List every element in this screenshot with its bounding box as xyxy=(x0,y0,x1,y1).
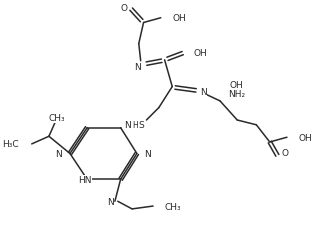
Text: O: O xyxy=(121,4,128,13)
Text: H: H xyxy=(132,120,138,130)
Text: OH: OH xyxy=(172,14,186,23)
Text: N: N xyxy=(145,149,151,158)
Text: N: N xyxy=(55,149,62,158)
Text: OH: OH xyxy=(193,48,207,58)
Text: N: N xyxy=(125,120,131,130)
Text: N: N xyxy=(134,63,141,72)
Text: N: N xyxy=(107,197,113,206)
Text: OH: OH xyxy=(230,80,243,90)
Text: CH₃: CH₃ xyxy=(48,114,65,123)
Text: H₃C: H₃C xyxy=(2,140,18,149)
Text: O: O xyxy=(281,149,288,158)
Text: HN: HN xyxy=(79,175,92,184)
Text: N: N xyxy=(200,88,207,96)
Text: NH₂: NH₂ xyxy=(228,90,245,99)
Text: S: S xyxy=(139,121,145,130)
Text: CH₃: CH₃ xyxy=(165,202,181,211)
Text: OH: OH xyxy=(298,133,312,142)
